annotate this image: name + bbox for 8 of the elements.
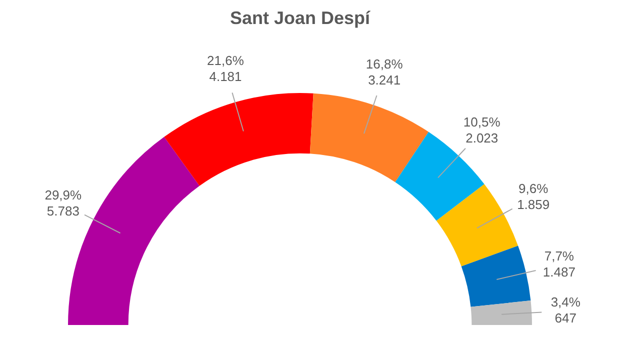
data-label: 3,4% 647 (550, 294, 581, 326)
data-label: 16,8% 3.241 (366, 56, 404, 88)
data-label: 10,5% 2.023 (463, 114, 501, 146)
data-label: 21,6% 4.181 (207, 53, 244, 84)
data-label: 9,6% 1.859 (517, 180, 550, 212)
data-label: 7,7% 1.487 (542, 248, 576, 280)
chart-title: Sant Joan Despí (228, 8, 372, 29)
data-label: 29,9% 5.783 (44, 187, 82, 218)
